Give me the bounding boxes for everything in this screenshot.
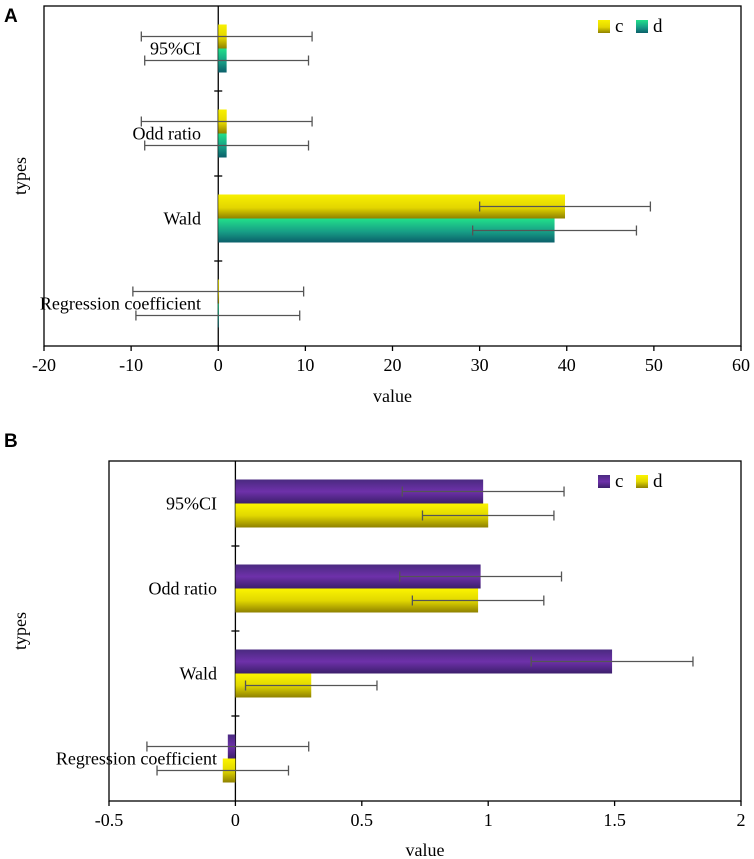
category-label-odd-ratio: Odd ratio — [133, 124, 201, 144]
x-tick-label: 0 — [231, 810, 240, 830]
category-label-regression-coefficient: Regression coefficient — [40, 294, 201, 314]
legend-label-c: c — [615, 471, 623, 492]
x-tick-label: -0.5 — [95, 810, 124, 830]
legend-swatch-c — [598, 20, 610, 33]
legend-swatch-c — [598, 475, 610, 488]
panel-letter: B — [4, 431, 18, 452]
category-label-wald: Wald — [179, 664, 217, 684]
panel-letter: A — [4, 6, 18, 27]
x-tick-label: 2 — [737, 810, 746, 830]
category-label-95-ci: 95%CI — [150, 39, 201, 59]
x-axis-title: value — [373, 386, 412, 406]
category-label-odd-ratio: Odd ratio — [149, 579, 217, 599]
legend-label-d: d — [653, 16, 663, 37]
legend-swatch-d — [636, 475, 648, 488]
legend-label-d: d — [653, 471, 663, 492]
x-tick-label: 1.5 — [603, 810, 626, 830]
legend-swatch-d — [636, 20, 648, 33]
y-axis-title: types — [10, 612, 30, 650]
x-tick-label: 0 — [214, 355, 223, 375]
legend-label-c: c — [615, 16, 623, 37]
x-tick-label: -10 — [119, 355, 143, 375]
plot-frame — [108, 460, 742, 802]
panel-a: A -20 -10 0 10 20 30 40 50 60 Regression coefficie… — [4, 5, 750, 406]
x-tick-label: 0.5 — [351, 810, 374, 830]
x-tick-label: -20 — [32, 355, 56, 375]
x-tick-label: 1 — [484, 810, 493, 830]
x-tick-label: 60 — [732, 355, 750, 375]
x-tick-label: 50 — [645, 355, 663, 375]
x-tick-label: 40 — [558, 355, 576, 375]
category-label-wald: Wald — [163, 209, 201, 229]
category-label-95-ci: 95%CI — [166, 494, 217, 514]
x-tick-label: 10 — [296, 355, 314, 375]
category-label-regression-coefficient: Regression coefficient — [56, 749, 217, 769]
y-axis-title: types — [10, 157, 30, 195]
x-tick-label: 30 — [471, 355, 489, 375]
x-tick-label: 20 — [384, 355, 402, 375]
panel-b: B -0.5 0 0.5 1 1.5 2 Regression coefficient Wald… — [4, 431, 746, 859]
x-axis-title: value — [406, 840, 445, 859]
